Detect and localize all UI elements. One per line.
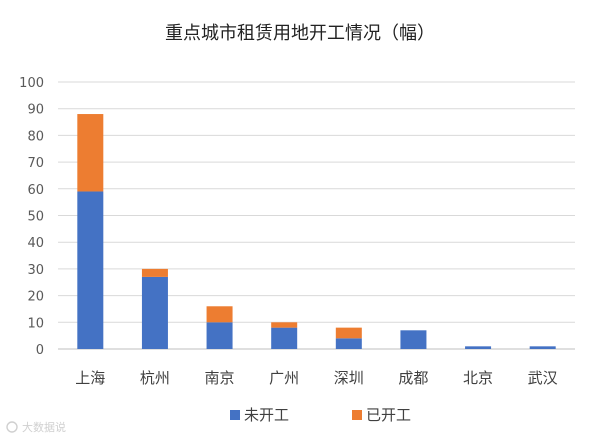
y-axis: 0 10 20 30 40 50 60 70 80 90 100 [19, 76, 44, 358]
y-tick-label: 0 [36, 343, 44, 358]
y-tick-label: 90 [27, 103, 44, 118]
bar-segment-started [271, 322, 298, 328]
x-tick-label: 南京 [205, 369, 235, 387]
x-tick-label: 深圳 [334, 369, 364, 387]
bars [77, 114, 556, 349]
y-tick-label: 20 [27, 290, 44, 305]
bar-segment-started [141, 268, 168, 277]
x-axis: 上海 杭州 南京 广州 深圳 成都 北京 武汉 [75, 369, 557, 387]
bar-segment-not-started [529, 346, 556, 349]
y-tick-label: 40 [27, 236, 44, 251]
bar-segment-not-started [465, 346, 492, 349]
x-tick-label: 杭州 [140, 369, 170, 387]
bar-segment-not-started [271, 327, 298, 349]
watermark-text: 大数据说 [22, 420, 66, 434]
bar-segment-started [335, 327, 362, 339]
gridlines [58, 81, 575, 350]
watermark: 大数据说 [6, 420, 66, 434]
legend-item: 已开工 [352, 406, 411, 424]
y-tick-label: 100 [19, 76, 44, 91]
y-tick-label: 10 [27, 316, 44, 331]
y-tick-label: 70 [27, 156, 44, 171]
bar-segment-started [206, 306, 233, 323]
bar-segment-not-started [206, 322, 233, 349]
x-tick-label: 武汉 [528, 369, 558, 387]
legend: 未开工 已开工 [230, 406, 411, 424]
x-tick-label: 广州 [269, 369, 299, 387]
bar-segment-not-started [141, 276, 168, 349]
bar-segment-not-started [77, 191, 104, 349]
x-tick-label: 北京 [463, 369, 493, 387]
legend-label: 未开工 [244, 406, 289, 424]
legend-label: 已开工 [366, 406, 411, 424]
y-tick-label: 50 [27, 210, 44, 225]
y-tick-label: 80 [27, 129, 44, 144]
legend-swatch [352, 410, 362, 420]
legend-swatch [230, 410, 240, 420]
x-tick-label: 成都 [398, 369, 428, 387]
bar-segment-not-started [400, 330, 427, 349]
legend-item: 未开工 [230, 406, 289, 424]
y-tick-label: 60 [27, 183, 44, 198]
watermark-logo-icon [6, 421, 18, 433]
bar-segment-not-started [335, 338, 362, 349]
chart-title: 重点城市租赁用地开工情况（幅） [165, 23, 435, 44]
y-tick-label: 30 [27, 263, 44, 278]
bar-segment-started [77, 114, 104, 192]
x-tick-label: 上海 [75, 369, 105, 387]
